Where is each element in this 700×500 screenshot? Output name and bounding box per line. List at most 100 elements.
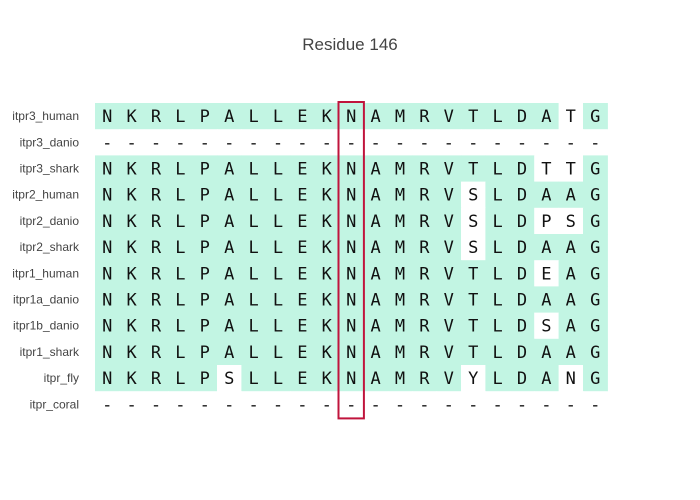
alignment-cell [485, 312, 511, 340]
alignment-cell [485, 338, 511, 366]
alignment-cell [534, 365, 560, 392]
alignment-cell [534, 260, 560, 287]
residue-letter: L [175, 343, 185, 363]
residue-letter: K [322, 238, 333, 258]
sequence-label: itpr1_shark [20, 345, 80, 359]
residue-letter: M [395, 186, 405, 206]
residue-letter: T [541, 160, 551, 180]
alignment-cell [95, 391, 120, 418]
residue-letter: L [175, 186, 185, 206]
residue-letter: A [224, 291, 234, 311]
alignment-cell [363, 260, 389, 287]
alignment-cell [119, 365, 145, 392]
alignment-cell [217, 286, 242, 314]
residue-letter: L [273, 238, 283, 258]
alignment-cell [95, 234, 120, 261]
alignment-cell [534, 312, 560, 340]
residue-letter: D [517, 343, 527, 363]
residue-letter: G [590, 160, 600, 180]
residue-letter: M [395, 212, 405, 232]
residue-letter: D [517, 264, 527, 284]
residue-letter: S [468, 238, 478, 258]
residue-letter: - [395, 395, 405, 415]
residue-letter: T [468, 264, 478, 284]
alignment-cell [387, 207, 413, 235]
alignment-cell [143, 234, 169, 261]
residue-letter: - [346, 133, 356, 153]
alignment-cell [119, 234, 145, 261]
alignment-cell [339, 260, 364, 287]
chart-title: Residue 146 [302, 35, 397, 54]
alignment-cell [583, 181, 608, 209]
residue-letter: L [248, 107, 258, 127]
residue-letter: V [444, 291, 454, 311]
alignment-cell [314, 129, 340, 156]
alignment-cell [436, 286, 462, 314]
sequence-label: itpr1a_danio [13, 293, 79, 307]
alignment-cell [436, 181, 462, 209]
residue-letter: K [126, 317, 137, 337]
residue-letter: R [419, 343, 430, 363]
residue-letter: - [517, 133, 527, 153]
alignment-cell [509, 391, 535, 418]
residue-letter: D [517, 291, 527, 311]
alignment-cell [558, 312, 584, 340]
residue-letter: N [102, 186, 112, 206]
alignment-cell [558, 260, 584, 287]
alignment-cell [241, 365, 267, 392]
alignment-cell [265, 155, 291, 183]
residue-letter: - [590, 133, 600, 153]
residue-letter: A [224, 186, 234, 206]
alignment-cell [412, 181, 438, 209]
alignment-cell [363, 103, 389, 130]
alignment-cell [583, 234, 608, 261]
alignment-cell [143, 391, 169, 418]
alignment-cell [143, 286, 169, 314]
alignment-cell [583, 103, 608, 130]
residue-letter: - [444, 395, 454, 415]
residue-letter: M [395, 343, 405, 363]
alignment-cell [119, 312, 145, 340]
alignment-cell [412, 312, 438, 340]
alignment-cell [412, 103, 438, 130]
alignment-cell [192, 365, 218, 392]
alignment-cell [168, 312, 194, 340]
residue-letter: D [517, 369, 527, 389]
alignment-cell [339, 207, 364, 235]
residue-letter: V [444, 317, 454, 337]
residue-letter: G [590, 107, 600, 127]
alignment-cell [558, 234, 584, 261]
residue-letter: L [273, 160, 283, 180]
alignment-cell [387, 365, 413, 392]
residue-letter: L [175, 212, 185, 232]
residue-letter: K [126, 369, 137, 389]
residue-letter: G [590, 264, 600, 284]
alignment-cell [339, 391, 364, 418]
alignment-cell [192, 286, 218, 314]
alignment-cell [436, 391, 462, 418]
alignment-cell [558, 129, 584, 156]
residue-letter: L [175, 107, 185, 127]
residue-letter: L [492, 238, 502, 258]
alignment-cell [290, 365, 316, 392]
alignment-cell [509, 103, 535, 130]
residue-letter: K [126, 343, 137, 363]
alignment-cell [558, 155, 584, 183]
alignment-cell [387, 181, 413, 209]
residue-letter: N [102, 343, 112, 363]
alignment-cell [461, 312, 486, 340]
residue-letter: R [419, 186, 430, 206]
residue-letter: P [200, 264, 210, 284]
alignment-cell [339, 103, 364, 130]
residue-letter: A [224, 160, 234, 180]
alignment-cell [217, 312, 242, 340]
alignment-cell [412, 391, 438, 418]
residue-letter: K [322, 212, 333, 232]
sequence-label: itpr_coral [30, 397, 79, 411]
alignment-cell [485, 391, 511, 418]
alignment-cell [583, 286, 608, 314]
alignment-cell [509, 155, 535, 183]
residue-letter: A [224, 238, 234, 258]
residue-letter: N [346, 238, 356, 258]
